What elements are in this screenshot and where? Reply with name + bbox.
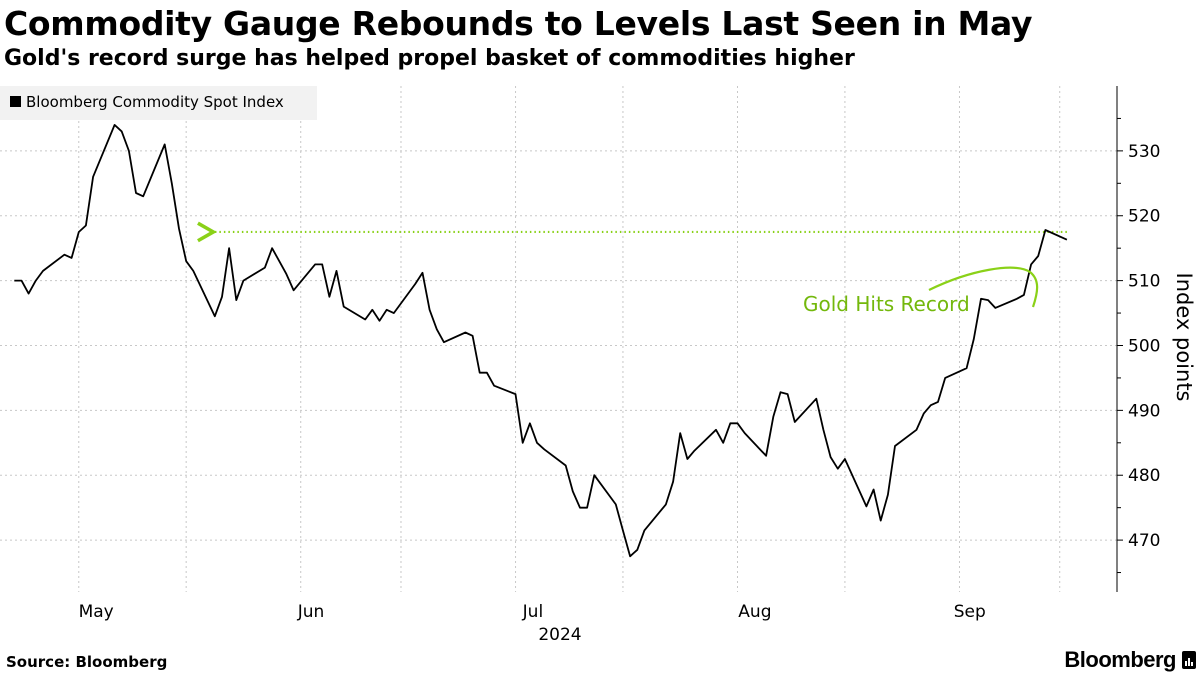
legend-background [0,86,317,120]
x-axis-year-label: 2024 [538,625,581,645]
y-tick-label-530: 530 [1128,142,1160,162]
y-tick-label-500: 500 [1128,336,1160,356]
x-tick-label-aug: Aug [738,602,771,622]
legend-swatch [10,96,21,107]
source-note: Source: Bloomberg [6,653,168,671]
gold-record-callout-curve [928,266,1039,308]
y-tick-label-510: 510 [1128,272,1160,292]
x-tick-label-may: May [79,602,114,622]
y-axis-ticks: 470 480 490 500 510 520 530 [1117,117,1160,574]
x-tick-label-jul: Jul [522,602,544,622]
y-tick-label-480: 480 [1128,466,1160,486]
vertical-gridlines [78,86,1061,592]
gold-record-callout: Gold Hits Record [803,292,970,316]
horizontal-gridlines [0,150,1117,541]
series-line-bloomberg-commodity-spot-index [14,124,1068,558]
y-tick-label-470: 470 [1128,531,1160,551]
x-tick-label-jun: Jun [297,602,325,622]
x-tick-label-sep: Sep [954,602,986,622]
bloomberg-terminal-icon [1182,651,1196,669]
brand-name: Bloomberg [1064,647,1176,672]
legend: Bloomberg Commodity Spot Index [0,86,317,120]
chart-title: Commodity Gauge Rebounds to Levels Last … [4,4,1033,43]
chart-subtitle: Gold's record surge has helped propel ba… [4,46,855,71]
y-tick-label-520: 520 [1128,207,1160,227]
y-axis-label: Index points [1172,273,1196,402]
y-tick-label-490: 490 [1128,401,1160,421]
bloomberg-logo: Bloomberg [1064,647,1196,673]
x-axis-month-labels: May Jun Jul Aug Sep [79,602,986,622]
legend-label: Bloomberg Commodity Spot Index [26,93,284,111]
